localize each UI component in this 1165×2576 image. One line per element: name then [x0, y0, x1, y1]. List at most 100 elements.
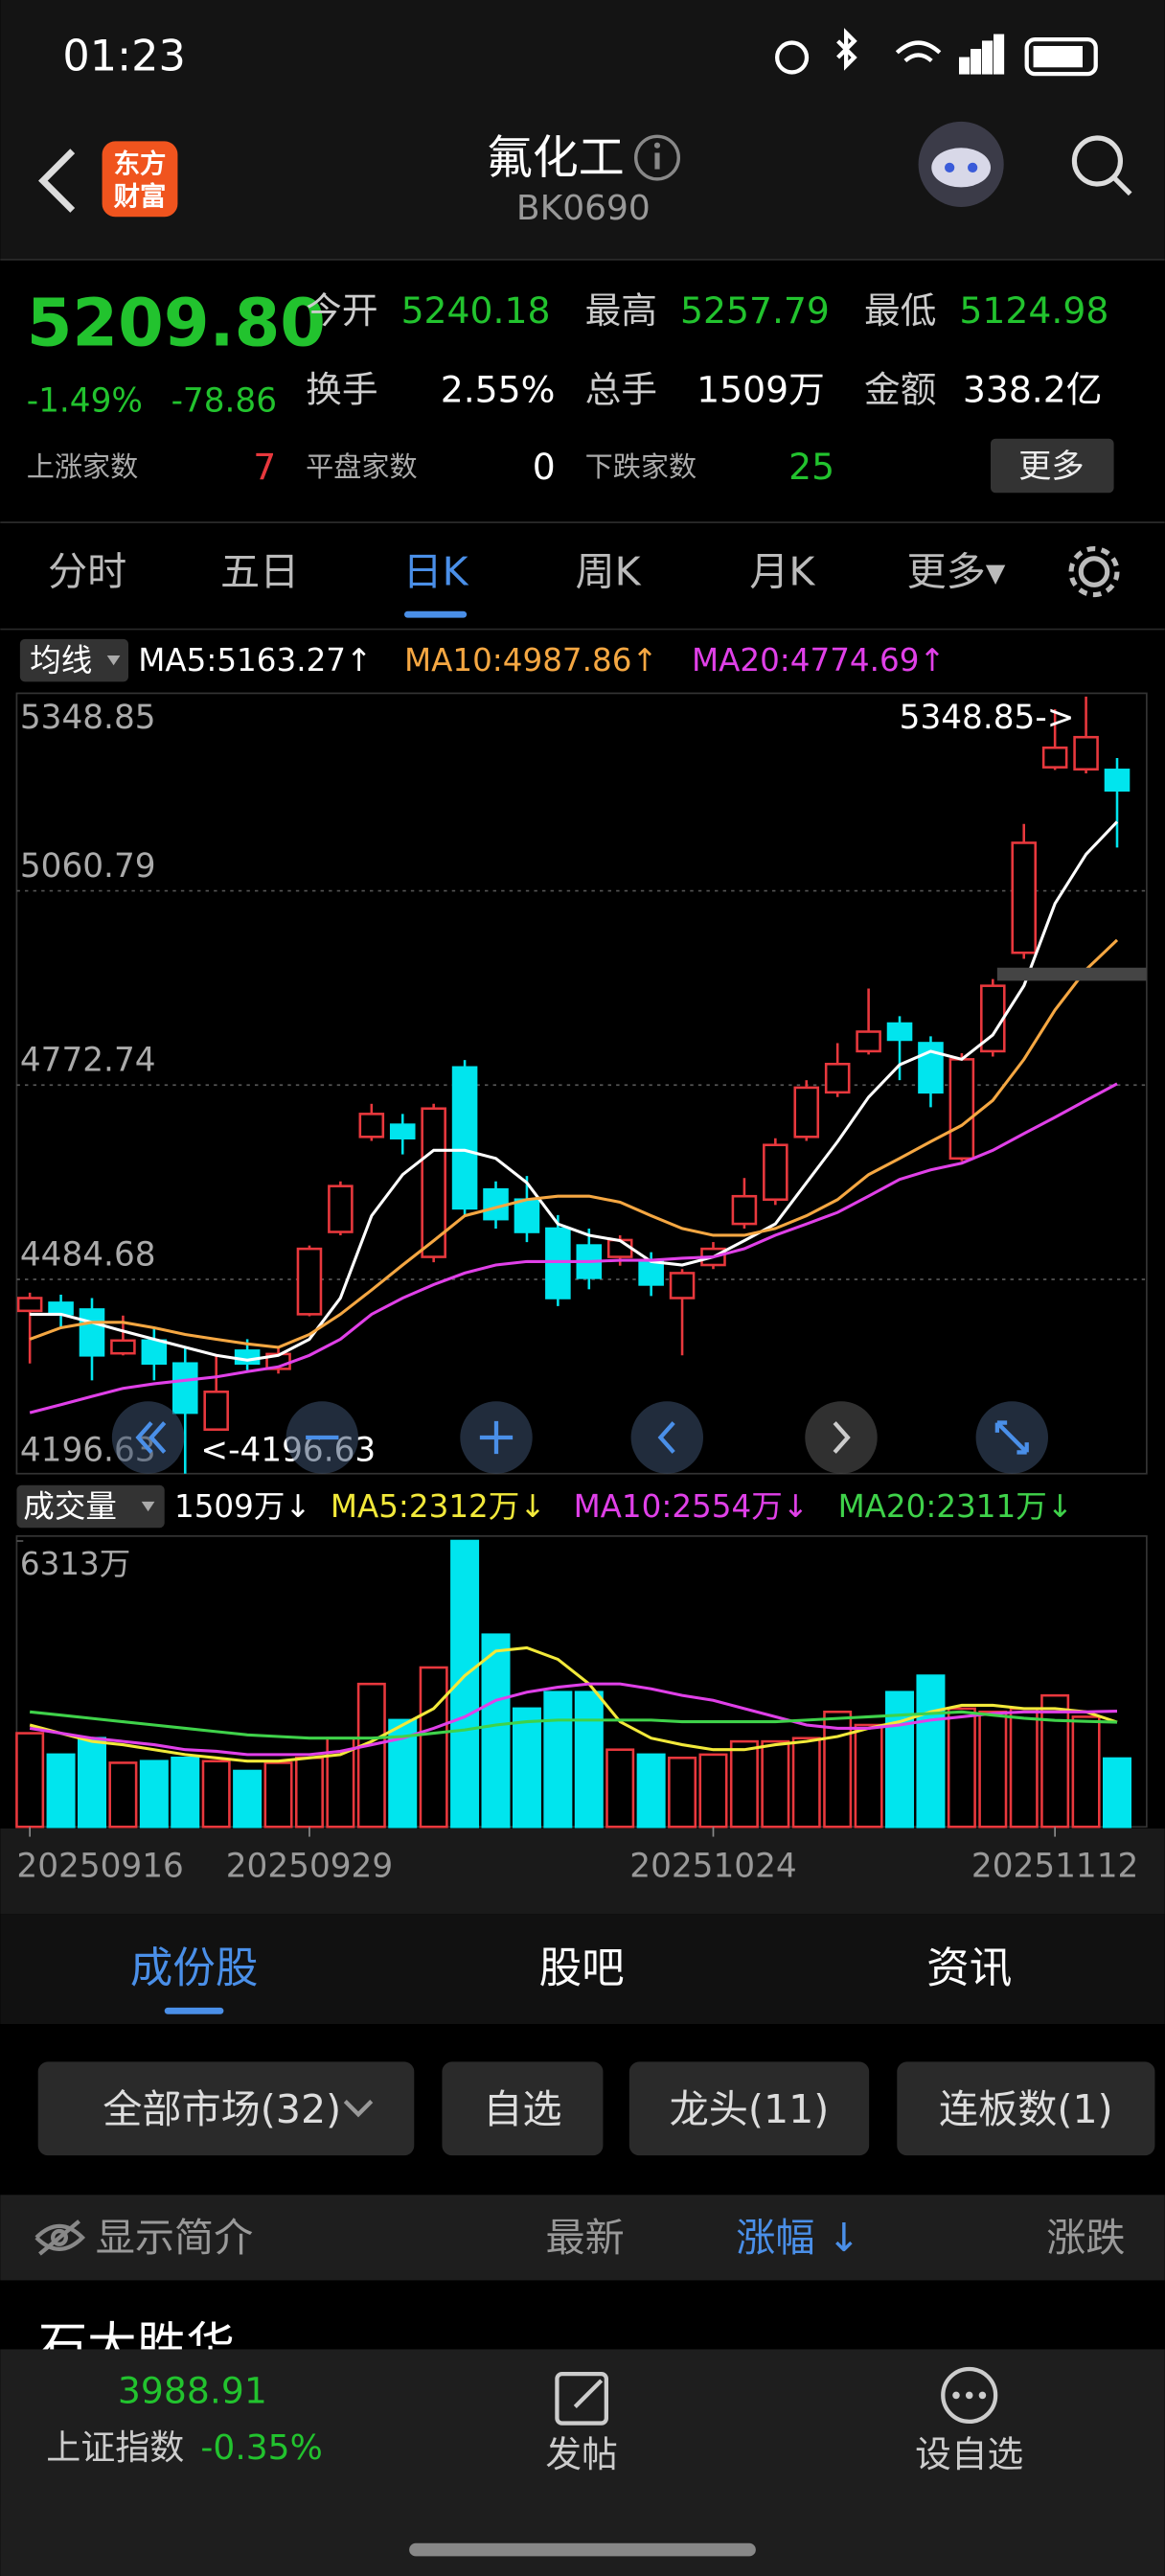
- breadth-value: 25: [788, 446, 834, 488]
- volume-bar: [791, 1736, 821, 1828]
- field-label: 最低: [864, 289, 936, 332]
- field-value: 338.2亿: [963, 368, 1103, 410]
- table-header[interactable]: 显示简介: [96, 2215, 254, 2261]
- x-tick-label: 20250929: [226, 1847, 393, 1885]
- volume-bar: [294, 1756, 324, 1828]
- volume-bar: [543, 1690, 573, 1828]
- table-header[interactable]: 涨跌: [1046, 2215, 1125, 2261]
- volume-bar: [668, 1756, 697, 1828]
- filter-button[interactable]: [628, 2061, 870, 2156]
- volume-bar: [574, 1690, 604, 1828]
- x-tick-label: 20250916: [16, 1847, 183, 1885]
- ma-line: [29, 1082, 1118, 1414]
- search-button[interactable]: [1071, 135, 1132, 196]
- change: -78.86: [171, 381, 277, 420]
- volume-bar: [139, 1760, 169, 1828]
- watch-icon[interactable]: [941, 2366, 998, 2424]
- chart-controls: [111, 1401, 1048, 1474]
- candle-body: [451, 1066, 478, 1210]
- index-name[interactable]: 上证指数: [46, 2428, 184, 2468]
- x-tick-label: 20251024: [629, 1847, 796, 1885]
- table-header[interactable]: 最新: [545, 2215, 624, 2261]
- candle-body: [886, 1022, 913, 1042]
- candle-body: [389, 1123, 416, 1139]
- volume-bar: [356, 1682, 386, 1828]
- candle-body: [638, 1260, 664, 1286]
- zoom-left[interactable]: [111, 1401, 185, 1474]
- volume-bar: [1102, 1757, 1131, 1828]
- ma-button[interactable]: [19, 638, 128, 682]
- volume-bar: [512, 1707, 541, 1828]
- candle-body: [79, 1308, 105, 1357]
- filter-button[interactable]: [442, 2061, 604, 2156]
- max-annotation: 5348.85->: [900, 699, 1075, 737]
- candle-body: [1104, 769, 1131, 792]
- move-left[interactable]: [630, 1401, 703, 1474]
- field-label: 最高: [585, 289, 657, 332]
- volume-ma-legend: MA10:2554万↓: [574, 1488, 810, 1525]
- filter-button[interactable]: [897, 2061, 1155, 2156]
- back-button[interactable]: [38, 149, 76, 213]
- period-tab[interactable]: 五日: [220, 549, 299, 595]
- volume-bar: [201, 1760, 231, 1828]
- breadth-value: 0: [533, 446, 556, 488]
- info-icon[interactable]: [634, 134, 680, 181]
- settings-button[interactable]: [1068, 546, 1120, 598]
- field-label: 今开: [306, 289, 377, 332]
- field-label: 总手: [585, 368, 657, 410]
- volume-bar: [233, 1769, 263, 1828]
- price-chart: 5348.855060.794772.744484.684196.63MA5:5…: [16, 642, 1147, 1474]
- volume-bar: [854, 1723, 883, 1828]
- sub-tab[interactable]: 成份股: [130, 1944, 259, 1993]
- filter-label: 全部市场(32): [103, 2086, 341, 2132]
- volume-bar: [1071, 1715, 1101, 1828]
- watch-label[interactable]: 设自选: [915, 2433, 1023, 2475]
- volume-bar: [823, 1710, 853, 1828]
- table-header[interactable]: 涨幅 ↓: [736, 2215, 860, 2261]
- volume-bar: [761, 1739, 790, 1828]
- candle-body: [793, 1086, 820, 1138]
- ma-button-label: 均线: [30, 642, 92, 678]
- volume-bar: [171, 1756, 200, 1828]
- filter-button[interactable]: [37, 2061, 415, 2156]
- board-code: BK0690: [516, 189, 651, 228]
- index-value[interactable]: 3988.91: [118, 2369, 267, 2411]
- period-tab[interactable]: 日K: [403, 549, 469, 595]
- volume-bar: [108, 1761, 138, 1828]
- period-tab[interactable]: 月K: [749, 549, 815, 595]
- candle-body: [296, 1247, 323, 1316]
- period-tab[interactable]: 分时: [48, 549, 126, 595]
- post-label[interactable]: 发帖: [545, 2433, 617, 2475]
- sub-tab[interactable]: 资讯: [926, 1944, 1012, 1993]
- candle-body: [16, 1297, 43, 1313]
- period-tab[interactable]: 更多▾: [907, 549, 1006, 595]
- move-right[interactable]: [805, 1401, 878, 1474]
- field-value: 1509万: [697, 368, 825, 410]
- candle-body: [856, 1030, 881, 1053]
- status-time: 01:23: [62, 31, 185, 80]
- ma-legend: MA5:5163.27↑: [138, 642, 372, 678]
- more-button[interactable]: [991, 438, 1114, 494]
- candle-body: [328, 1184, 354, 1233]
- candle-body: [203, 1391, 229, 1431]
- period-tab[interactable]: 周K: [576, 549, 642, 595]
- avatar[interactable]: [918, 121, 1004, 207]
- period-tabs: 分时 五日 日K 周K 月K 更多▾: [48, 549, 1006, 618]
- breadth-label: 下跌家数: [585, 450, 697, 483]
- sub-tab[interactable]: 股吧: [539, 1944, 625, 1993]
- field-value: 5257.79: [680, 289, 830, 332]
- breadth-label: 上涨家数: [27, 450, 138, 483]
- post-icon[interactable]: [555, 2372, 608, 2426]
- tab-underline: [404, 610, 468, 618]
- volume-chart: 6313万 20250916 20250929 20251024 20251112 MA5…: [15, 1488, 1138, 1885]
- more-button-label: 更多: [1018, 448, 1085, 486]
- status-icons: [775, 28, 1098, 77]
- candle-body: [1073, 735, 1099, 771]
- volume-button[interactable]: [16, 1484, 165, 1529]
- dropdown-arrow: [106, 656, 121, 666]
- volume-bar: [1040, 1693, 1070, 1828]
- price: 5209.80: [27, 286, 326, 362]
- volume-bar: [77, 1736, 106, 1828]
